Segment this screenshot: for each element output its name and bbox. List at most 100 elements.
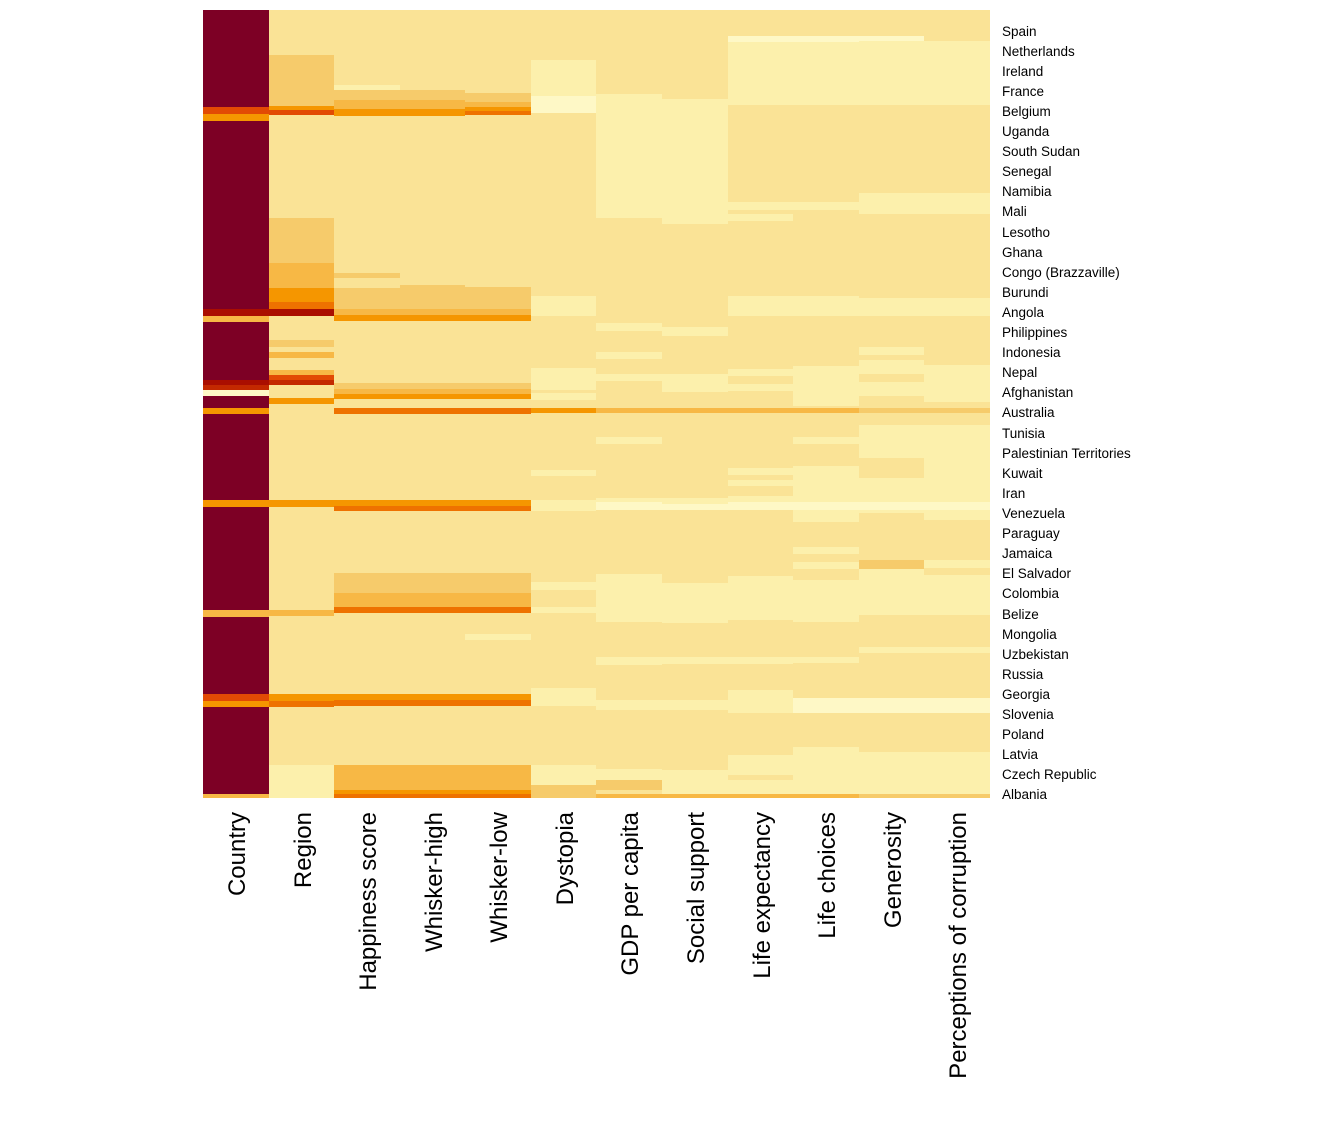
row-label-albania: Albania xyxy=(1002,787,1048,803)
heatmap-cell-run xyxy=(203,114,269,121)
heatmap-cell-run xyxy=(334,273,400,278)
heatmap-cell-run xyxy=(859,298,924,316)
heatmap-cell-run xyxy=(203,380,269,385)
heatmap-cell-run xyxy=(924,365,990,402)
heatmap-cell-run xyxy=(728,36,793,42)
heatmap-cell-run xyxy=(728,755,793,775)
heatmap-cell-run xyxy=(728,214,793,221)
heatmap-cell-run xyxy=(334,694,400,700)
row-label-uzbekistan: Uzbekistan xyxy=(1002,646,1069,662)
heatmap-cell-run xyxy=(728,42,793,105)
heatmap-cell-run xyxy=(400,500,465,506)
heatmap-cell-run xyxy=(269,701,334,707)
heatmap-column-life-expectancy xyxy=(728,10,793,798)
heatmap-cell-run xyxy=(400,790,465,794)
heatmap-cell-run xyxy=(531,408,596,413)
col-label-region: Region xyxy=(289,812,317,889)
heatmap-cell-run xyxy=(859,193,924,214)
heatmap-cell-run xyxy=(269,55,334,106)
col-label-corruption: Perceptions of corruption xyxy=(945,812,972,1079)
heatmap-column-country xyxy=(203,10,269,798)
heatmap-cell-run xyxy=(662,657,728,664)
heatmap-cell-run xyxy=(596,498,662,502)
heatmap-cell-run xyxy=(662,374,728,392)
heatmap-cell-run xyxy=(793,747,859,794)
heatmap-cell-run xyxy=(793,794,859,798)
heatmap-cell-run xyxy=(793,562,859,569)
heatmap-cell-run xyxy=(400,694,465,700)
heatmap-cell-run xyxy=(924,425,990,502)
heatmap-cell-run xyxy=(728,794,793,798)
heatmap-cell-run xyxy=(400,100,465,109)
heatmap-cell-run xyxy=(400,394,465,399)
heatmap-column-whisker-low xyxy=(465,10,531,798)
heatmap-cell-run xyxy=(662,794,728,798)
row-label-senegal: Senegal xyxy=(1002,164,1052,180)
heatmap-cell-run xyxy=(859,560,924,569)
heatmap-cell-run xyxy=(859,360,924,374)
row-label-uganda: Uganda xyxy=(1002,124,1050,140)
heatmap-cell-run xyxy=(596,408,662,413)
heatmap-cell-run xyxy=(859,408,924,413)
heatmap-cell-run xyxy=(465,315,531,321)
heatmap-cell-run xyxy=(793,42,859,105)
heatmap-cell-run xyxy=(662,408,728,413)
heatmap-cell-run xyxy=(596,352,662,359)
heatmap-cell-run xyxy=(334,765,400,790)
row-label-congo-brazzaville: Congo (Brazzaville) xyxy=(1002,264,1120,280)
heatmap-cell-run xyxy=(793,437,859,444)
heatmap-cell-run xyxy=(400,408,465,414)
row-label-philippines: Philippines xyxy=(1002,325,1068,341)
heatmap-column-dystopia xyxy=(531,10,596,798)
heatmap-cell-run xyxy=(859,36,924,41)
col-label-happiness-score: Happiness score xyxy=(355,812,382,991)
heatmap-cell-run xyxy=(924,647,990,653)
heatmap-grid xyxy=(203,10,990,798)
heatmap-column-generosity xyxy=(859,10,924,798)
heatmap-cell-run xyxy=(465,607,531,613)
heatmap-cell-run xyxy=(859,698,924,713)
heatmap-cell-run xyxy=(793,657,859,663)
heatmap-cell-run xyxy=(269,302,334,309)
heatmap-cell-run xyxy=(465,765,531,790)
heatmap-cell-run xyxy=(334,607,400,613)
happiness-heatmap-figure: Spain Netherlands Ireland France Belgium Ugan… xyxy=(203,10,1131,1079)
row-label-slovenia: Slovenia xyxy=(1002,707,1054,723)
heatmap-cell-run xyxy=(400,593,465,607)
heatmap-cell-run xyxy=(465,102,531,107)
heatmap-cell-run xyxy=(662,498,728,504)
heatmap-cell-run xyxy=(203,385,269,390)
heatmap-cell-run xyxy=(662,700,728,710)
heatmap-cell-run xyxy=(465,389,531,394)
heatmap-column-whisker-high xyxy=(400,10,465,798)
row-label-georgia: Georgia xyxy=(1002,686,1051,702)
heatmap-cell-run xyxy=(203,316,269,322)
row-label-iran: Iran xyxy=(1002,485,1026,501)
col-label-dystopia: Dystopia xyxy=(551,812,579,906)
heatmap-cell-run xyxy=(334,389,400,394)
heatmap-cell-run xyxy=(596,374,662,381)
heatmap-cell-run xyxy=(334,315,400,321)
heatmap-cell-run xyxy=(859,647,924,653)
heatmap-column-life-choices xyxy=(793,10,859,798)
heatmap-cell-run xyxy=(728,502,793,510)
heatmap-cell-run xyxy=(400,315,465,321)
heatmap-column-gdp-per-capita xyxy=(596,10,662,798)
heatmap-cell-run xyxy=(334,700,400,706)
heatmap-cell-run xyxy=(334,794,400,798)
heatmap-cell-run xyxy=(859,382,924,396)
heatmap-cell-run xyxy=(400,700,465,706)
row-label-ghana: Ghana xyxy=(1002,244,1043,260)
heatmap-cell-run xyxy=(465,287,531,309)
heatmap-cell-run xyxy=(793,408,859,413)
heatmap-cell-run xyxy=(924,510,990,520)
heatmap-cell-run xyxy=(203,701,269,707)
heatmap-cell-run xyxy=(662,327,728,336)
row-label-poland: Poland xyxy=(1002,727,1045,743)
heatmap-cell-run xyxy=(728,296,793,316)
heatmap-cell-run xyxy=(334,506,400,511)
row-label-kuwait: Kuwait xyxy=(1002,465,1043,481)
row-label-colombia: Colombia xyxy=(1002,586,1060,602)
heatmap-cell-run xyxy=(465,111,531,115)
heatmap-cell-run xyxy=(531,765,596,785)
